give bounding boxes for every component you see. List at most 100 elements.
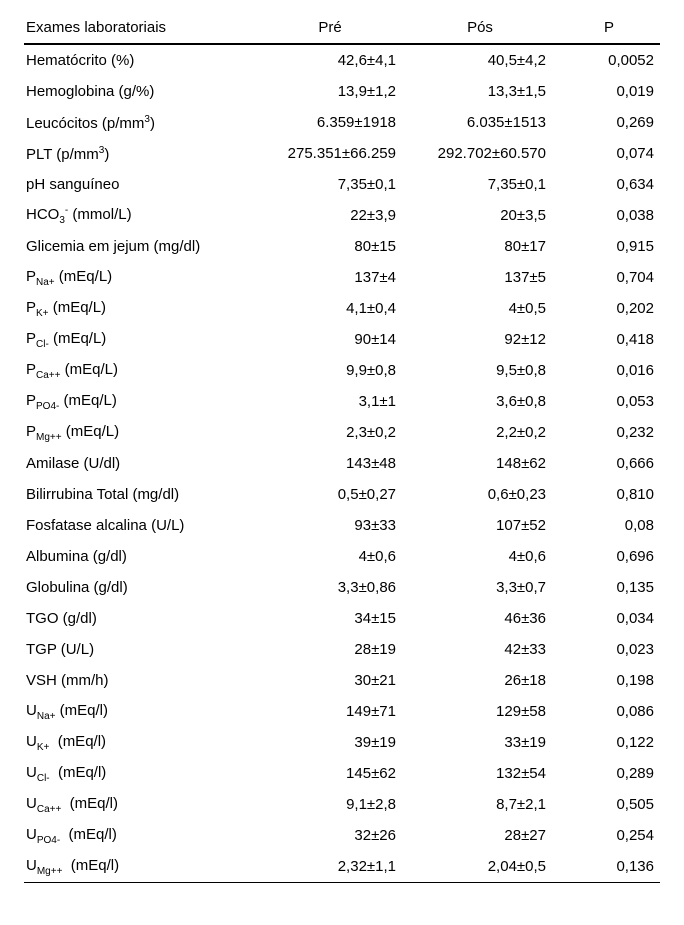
row-label: Bilirrubina Total (mg/dl) bbox=[24, 479, 264, 510]
row-pos-value: 4±0,6 bbox=[414, 541, 564, 572]
row-p-value: 0,053 bbox=[564, 386, 660, 417]
row-pos-value: 8,7±2,1 bbox=[414, 789, 564, 820]
row-p-value: 0,198 bbox=[564, 665, 660, 696]
row-pre-value: 30±21 bbox=[264, 665, 414, 696]
row-label: PCa++ (mEq/L) bbox=[24, 355, 264, 386]
row-p-value: 0,269 bbox=[564, 107, 660, 138]
table-row: Amilase (U/dl)143±48148±620,666 bbox=[24, 448, 660, 479]
table-row: UMg++ (mEq/l)2,32±1,12,04±0,50,136 bbox=[24, 851, 660, 883]
table-row: VSH (mm/h)30±2126±180,198 bbox=[24, 665, 660, 696]
row-p-value: 0,254 bbox=[564, 820, 660, 851]
row-label: TGO (g/dl) bbox=[24, 603, 264, 634]
row-label: PK+ (mEq/L) bbox=[24, 293, 264, 324]
row-label: PLT (p/mm3) bbox=[24, 138, 264, 169]
row-label: TGP (U/L) bbox=[24, 634, 264, 665]
table-row: UPO4- (mEq/l)32±2628±270,254 bbox=[24, 820, 660, 851]
table-row: Hematócrito (%)42,6±4,140,5±4,20,0052 bbox=[24, 44, 660, 76]
row-pos-value: 132±54 bbox=[414, 758, 564, 789]
row-pos-value: 129±58 bbox=[414, 696, 564, 727]
row-pre-value: 90±14 bbox=[264, 324, 414, 355]
row-pos-value: 20±3,5 bbox=[414, 200, 564, 231]
row-p-value: 0,232 bbox=[564, 417, 660, 448]
row-p-value: 0,418 bbox=[564, 324, 660, 355]
row-label: Fosfatase alcalina (U/L) bbox=[24, 510, 264, 541]
row-pre-value: 6.359±1918 bbox=[264, 107, 414, 138]
row-pos-value: 137±5 bbox=[414, 262, 564, 293]
row-pos-value: 3,6±0,8 bbox=[414, 386, 564, 417]
row-pre-value: 13,9±1,2 bbox=[264, 76, 414, 107]
row-label: VSH (mm/h) bbox=[24, 665, 264, 696]
row-label: UK+ (mEq/l) bbox=[24, 727, 264, 758]
row-label: Hematócrito (%) bbox=[24, 44, 264, 76]
row-pos-value: 7,35±0,1 bbox=[414, 169, 564, 200]
row-pos-value: 28±27 bbox=[414, 820, 564, 851]
table-row: Albumina (g/dl)4±0,64±0,60,696 bbox=[24, 541, 660, 572]
row-p-value: 0,666 bbox=[564, 448, 660, 479]
row-p-value: 0,0052 bbox=[564, 44, 660, 76]
table-header-row: Exames laboratoriais Pré Pós P bbox=[24, 12, 660, 44]
row-pos-value: 26±18 bbox=[414, 665, 564, 696]
row-label: UCl- (mEq/l) bbox=[24, 758, 264, 789]
row-pos-value: 80±17 bbox=[414, 231, 564, 262]
col-header-exams: Exames laboratoriais bbox=[24, 12, 264, 44]
row-label: UNa+ (mEq/l) bbox=[24, 696, 264, 727]
row-pre-value: 93±33 bbox=[264, 510, 414, 541]
table-row: Globulina (g/dl)3,3±0,863,3±0,70,135 bbox=[24, 572, 660, 603]
row-pre-value: 3,1±1 bbox=[264, 386, 414, 417]
row-pre-value: 80±15 bbox=[264, 231, 414, 262]
table-row: PCl- (mEq/L)90±1492±120,418 bbox=[24, 324, 660, 355]
row-pre-value: 39±19 bbox=[264, 727, 414, 758]
row-pre-value: 0,5±0,27 bbox=[264, 479, 414, 510]
row-pos-value: 2,2±0,2 bbox=[414, 417, 564, 448]
table-row: HCO3- (mmol/L)22±3,920±3,50,038 bbox=[24, 200, 660, 231]
row-label: Leucócitos (p/mm3) bbox=[24, 107, 264, 138]
table-row: Leucócitos (p/mm3)6.359±19186.035±15130,… bbox=[24, 107, 660, 138]
table-row: PNa+ (mEq/L)137±4137±50,704 bbox=[24, 262, 660, 293]
row-label: UMg++ (mEq/l) bbox=[24, 851, 264, 883]
table-row: PMg++ (mEq/L)2,3±0,22,2±0,20,232 bbox=[24, 417, 660, 448]
row-pos-value: 4±0,5 bbox=[414, 293, 564, 324]
table-row: pH sanguíneo7,35±0,17,35±0,10,634 bbox=[24, 169, 660, 200]
row-pre-value: 275.351±66.259 bbox=[264, 138, 414, 169]
row-label: PPO4- (mEq/L) bbox=[24, 386, 264, 417]
table-row: UK+ (mEq/l)39±1933±190,122 bbox=[24, 727, 660, 758]
row-p-value: 0,915 bbox=[564, 231, 660, 262]
row-pos-value: 9,5±0,8 bbox=[414, 355, 564, 386]
row-pos-value: 46±36 bbox=[414, 603, 564, 634]
row-label: PCl- (mEq/L) bbox=[24, 324, 264, 355]
row-pre-value: 4±0,6 bbox=[264, 541, 414, 572]
table-row: Hemoglobina (g/%)13,9±1,213,3±1,50,019 bbox=[24, 76, 660, 107]
row-pre-value: 7,35±0,1 bbox=[264, 169, 414, 200]
row-p-value: 0,023 bbox=[564, 634, 660, 665]
row-pre-value: 32±26 bbox=[264, 820, 414, 851]
row-pre-value: 42,6±4,1 bbox=[264, 44, 414, 76]
row-pos-value: 0,6±0,23 bbox=[414, 479, 564, 510]
row-p-value: 0,122 bbox=[564, 727, 660, 758]
col-header-p: P bbox=[564, 12, 660, 44]
row-p-value: 0,086 bbox=[564, 696, 660, 727]
row-label: PNa+ (mEq/L) bbox=[24, 262, 264, 293]
row-pos-value: 33±19 bbox=[414, 727, 564, 758]
row-p-value: 0,505 bbox=[564, 789, 660, 820]
row-p-value: 0,074 bbox=[564, 138, 660, 169]
row-pre-value: 143±48 bbox=[264, 448, 414, 479]
row-pos-value: 3,3±0,7 bbox=[414, 572, 564, 603]
row-pre-value: 137±4 bbox=[264, 262, 414, 293]
row-pos-value: 2,04±0,5 bbox=[414, 851, 564, 883]
table-row: PLT (p/mm3)275.351±66.259292.702±60.5700… bbox=[24, 138, 660, 169]
row-pos-value: 92±12 bbox=[414, 324, 564, 355]
row-pre-value: 4,1±0,4 bbox=[264, 293, 414, 324]
table-row: Bilirrubina Total (mg/dl)0,5±0,270,6±0,2… bbox=[24, 479, 660, 510]
row-pos-value: 6.035±1513 bbox=[414, 107, 564, 138]
row-label: UCa++ (mEq/l) bbox=[24, 789, 264, 820]
row-label: HCO3- (mmol/L) bbox=[24, 200, 264, 231]
table-row: TGP (U/L)28±1942±330,023 bbox=[24, 634, 660, 665]
row-label: Amilase (U/dl) bbox=[24, 448, 264, 479]
row-pre-value: 9,9±0,8 bbox=[264, 355, 414, 386]
row-p-value: 0,202 bbox=[564, 293, 660, 324]
row-pre-value: 9,1±2,8 bbox=[264, 789, 414, 820]
row-pos-value: 292.702±60.570 bbox=[414, 138, 564, 169]
row-pos-value: 40,5±4,2 bbox=[414, 44, 564, 76]
row-p-value: 0,08 bbox=[564, 510, 660, 541]
table-row: Fosfatase alcalina (U/L)93±33107±520,08 bbox=[24, 510, 660, 541]
